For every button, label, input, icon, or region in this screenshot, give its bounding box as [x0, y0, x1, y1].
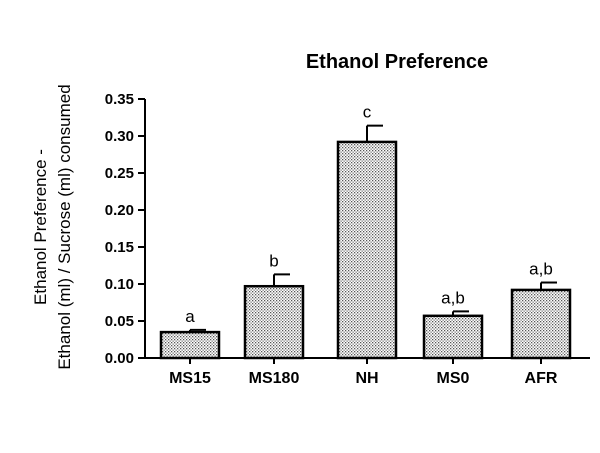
bars-group: a MS15 b MS180 c NH a,b MS0 a,b AFR — [159, 103, 572, 387]
y-tick-label: 0.30 — [105, 128, 134, 145]
bar-afr — [510, 288, 572, 360]
bar-ms15 — [159, 330, 221, 360]
y-tick-label: 0.00 — [105, 350, 134, 367]
y-tick-label: 0.15 — [105, 239, 134, 256]
x-category-label: MS0 — [437, 370, 470, 387]
significance-label: a,b — [529, 260, 553, 279]
x-category-label: NH — [355, 370, 378, 387]
bar-nh — [336, 140, 398, 360]
y-tick-label: 0.35 — [105, 91, 134, 108]
y-tick-label: 0.10 — [105, 276, 134, 293]
significance-label: c — [363, 103, 372, 122]
bar-ms180 — [243, 284, 305, 360]
y-tick-label: 0.05 — [105, 313, 134, 330]
significance-label: a,b — [441, 288, 465, 307]
x-category-label: MS15 — [169, 370, 211, 387]
significance-label: b — [269, 251, 278, 270]
y-tick-label: 0.20 — [105, 202, 134, 219]
y-tick-label: 0.25 — [105, 165, 134, 182]
y-axis-label-line-1: Ethanol Preference - — [31, 149, 50, 305]
x-category-label: AFR — [525, 370, 558, 387]
y-axis-label-line-2: Ethanol (ml) / Sucrose (ml) consumed — [55, 84, 74, 369]
significance-label: a — [185, 307, 195, 326]
bar-ms0 — [422, 314, 484, 360]
chart-title: Ethanol Preference — [306, 51, 488, 73]
y-axis-ticks: 0.00 0.05 0.10 0.15 0.20 0.25 0.30 0.35 — [105, 91, 145, 367]
x-category-label: MS180 — [249, 370, 300, 387]
